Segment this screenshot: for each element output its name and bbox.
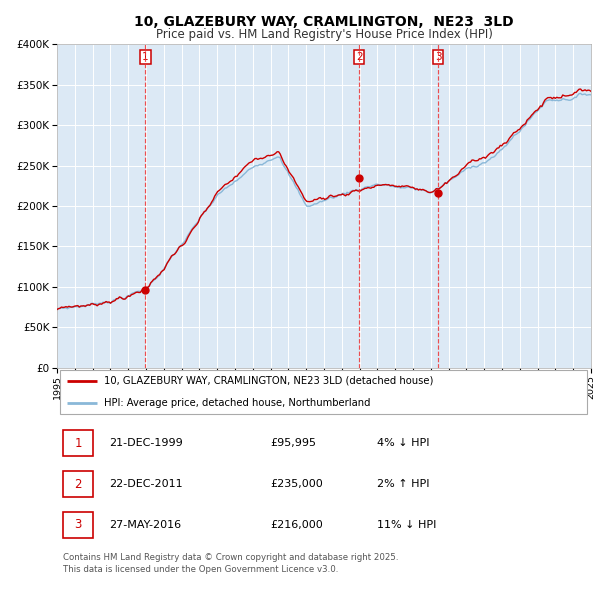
Text: Contains HM Land Registry data © Crown copyright and database right 2025.
This d: Contains HM Land Registry data © Crown c…: [64, 553, 399, 574]
Text: 2: 2: [356, 53, 362, 63]
Text: £235,000: £235,000: [271, 479, 323, 489]
Text: 2% ↑ HPI: 2% ↑ HPI: [377, 479, 430, 489]
Text: 1: 1: [142, 53, 149, 63]
Text: 11% ↓ HPI: 11% ↓ HPI: [377, 520, 437, 530]
FancyBboxPatch shape: [64, 512, 93, 537]
FancyBboxPatch shape: [59, 369, 587, 414]
FancyBboxPatch shape: [64, 431, 93, 456]
Text: 10, GLAZEBURY WAY, CRAMLINGTON, NE23 3LD (detached house): 10, GLAZEBURY WAY, CRAMLINGTON, NE23 3LD…: [104, 376, 433, 386]
Text: £95,995: £95,995: [271, 438, 317, 448]
Text: 10, GLAZEBURY WAY, CRAMLINGTON,  NE23  3LD: 10, GLAZEBURY WAY, CRAMLINGTON, NE23 3LD: [134, 15, 514, 29]
Text: 21-DEC-1999: 21-DEC-1999: [109, 438, 183, 448]
Text: Price paid vs. HM Land Registry's House Price Index (HPI): Price paid vs. HM Land Registry's House …: [155, 28, 493, 41]
Text: HPI: Average price, detached house, Northumberland: HPI: Average price, detached house, Nort…: [104, 398, 370, 408]
Text: 1: 1: [74, 437, 82, 450]
Text: £216,000: £216,000: [271, 520, 323, 530]
Text: 3: 3: [435, 53, 442, 63]
Text: 22-DEC-2011: 22-DEC-2011: [109, 479, 183, 489]
Text: 2: 2: [74, 478, 82, 491]
FancyBboxPatch shape: [64, 471, 93, 497]
Text: 4% ↓ HPI: 4% ↓ HPI: [377, 438, 430, 448]
Text: 27-MAY-2016: 27-MAY-2016: [109, 520, 181, 530]
Text: 3: 3: [74, 519, 82, 532]
